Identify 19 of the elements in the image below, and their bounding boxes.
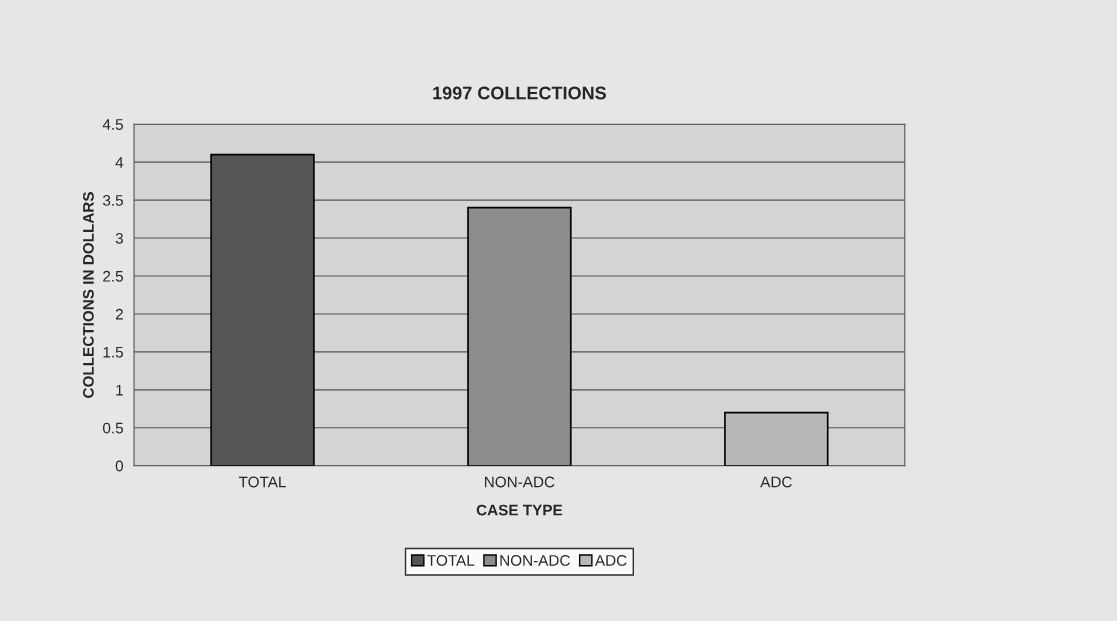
y-tick-label: 0 xyxy=(115,460,124,472)
y-axis-title: COLLECTIONS IN DOLLARS xyxy=(82,192,94,398)
x-tick-label: TOTAL xyxy=(238,476,286,488)
y-tick-label: 1 xyxy=(116,384,123,396)
y-tick-label: 1.5 xyxy=(103,346,123,358)
y-tick-label: 3.5 xyxy=(102,194,123,206)
x-axis-title: CASE TYPE xyxy=(476,504,563,516)
y-tick-label: 4.5 xyxy=(102,119,123,130)
chart-title: 1997 COLLECTIONS xyxy=(433,86,606,100)
y-tick-label: 4 xyxy=(115,157,124,168)
x-tick-label: ADC xyxy=(760,476,792,488)
y-tick-label: 2.5 xyxy=(103,270,123,282)
legend-label: TOTAL xyxy=(427,555,475,566)
y-tick-label: 2 xyxy=(115,308,123,320)
y-tick-label: 3 xyxy=(115,232,123,244)
x-tick-label: NON-ADC xyxy=(485,476,555,488)
legend-label: NON-ADC xyxy=(500,555,570,566)
legend-label: ADC xyxy=(594,555,627,566)
y-tick-label: 0.5 xyxy=(102,422,123,434)
